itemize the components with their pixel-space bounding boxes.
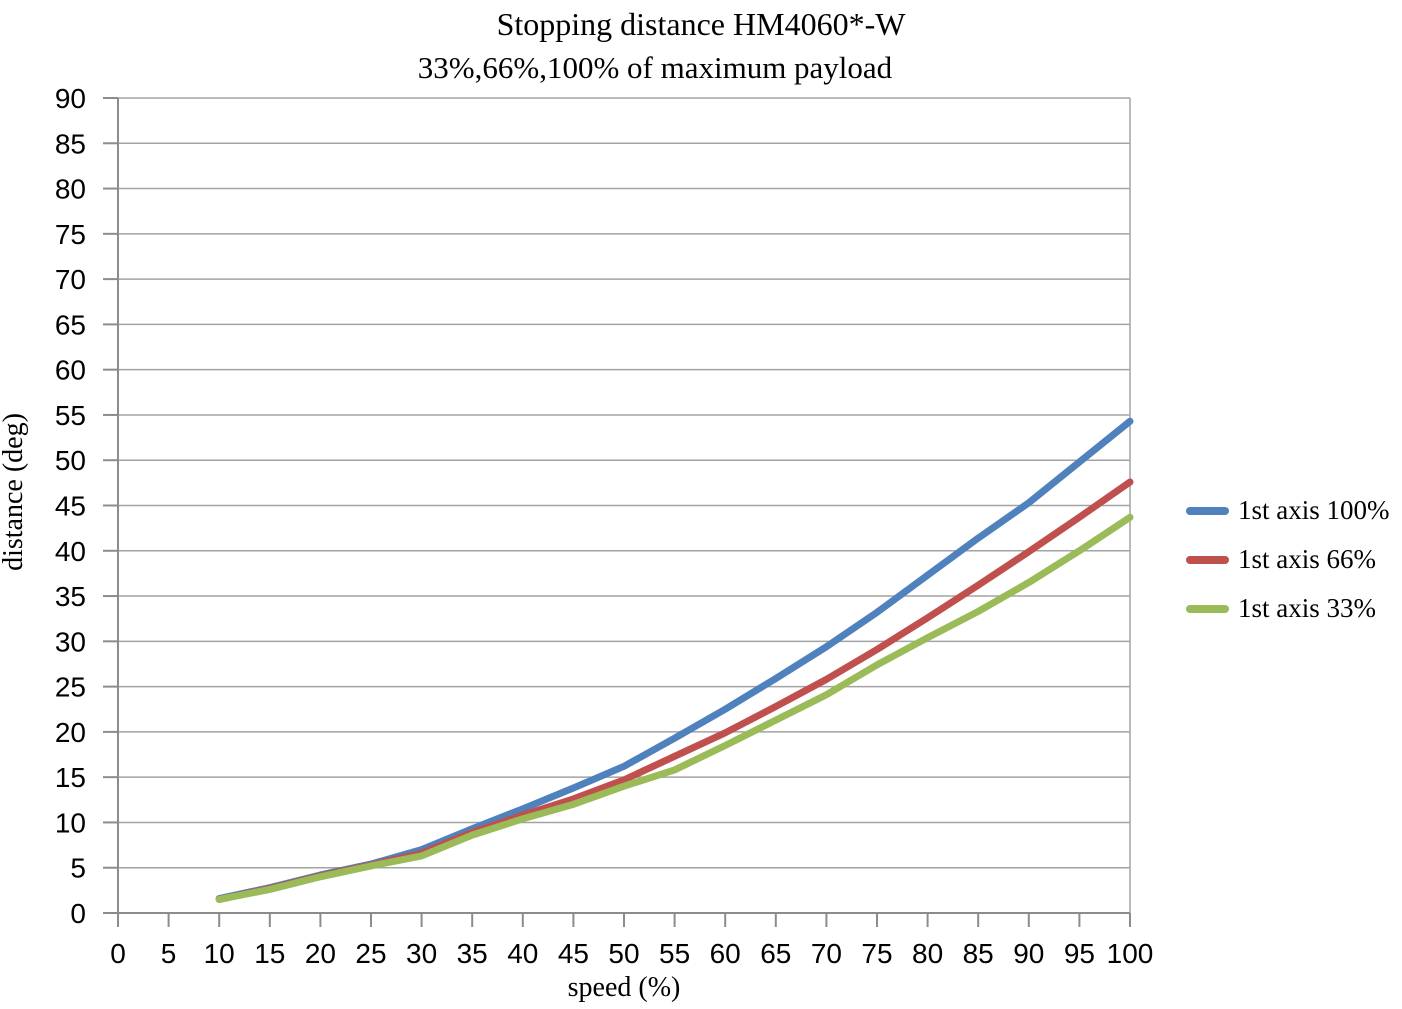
x-tick-label: 50 [608,938,639,969]
x-tick-label: 70 [811,938,842,969]
x-tick-label: 20 [305,938,336,969]
x-tick-label: 75 [861,938,892,969]
x-tick-label: 80 [912,938,943,969]
x-tick-label: 40 [507,938,538,969]
y-tick-label: 55 [55,400,86,431]
legend-item-33: 1st axis 33% [1186,584,1390,633]
x-tick-label: 65 [760,938,791,969]
x-tick-label: 100 [1107,938,1154,969]
y-tick-label: 50 [55,445,86,476]
y-tick-label: 40 [55,536,86,567]
y-tick-label: 0 [70,898,86,929]
y-tick-label: 45 [55,491,86,522]
chart-title: Stopping distance HM4060*-W [496,6,906,42]
y-tick-label: 35 [55,581,86,612]
y-tick-label: 20 [55,717,86,748]
x-tick-label: 45 [558,938,589,969]
series-line-2 [215,513,1134,903]
y-tick-label: 75 [55,219,86,250]
x-tick-label: 55 [659,938,690,969]
y-tick-label: 10 [55,807,86,838]
legend-item-100: 1st axis 100% [1186,486,1390,535]
series-66-line-swatch [1186,555,1229,564]
x-tick-label: 90 [1013,938,1044,969]
x-axis-title: speed (%) [567,972,681,1003]
series-line-1 [215,478,1134,903]
x-tick-label: 25 [355,938,386,969]
legend-item-66: 1st axis 66% [1186,535,1390,584]
series-33-line-swatch [1186,604,1229,613]
chart-subtitle: 33%,66%,100% of maximum payload [417,50,893,85]
x-tick-label: 60 [710,938,741,969]
legend: 1st axis 100% 1st axis 66% 1st axis 33% [1186,486,1390,633]
y-tick-label: 70 [55,264,86,295]
y-tick-label: 60 [55,355,86,386]
y-tick-label: 5 [70,853,86,884]
legend-label-66: 1st axis 66% [1238,544,1376,574]
legend-label-100: 1st axis 100% [1238,495,1390,525]
y-tick-label: 65 [55,309,86,340]
y-tick-label: 30 [55,626,86,657]
x-tick-label: 30 [406,938,437,969]
x-tick-label: 15 [254,938,285,969]
y-tick-label: 90 [55,83,86,114]
x-tick-label: 10 [204,938,235,969]
x-tick-label: 5 [161,938,177,969]
y-tick-label: 85 [55,128,86,159]
y-tick-label: 80 [55,174,86,205]
x-tick-label: 35 [457,938,488,969]
x-tick-label: 95 [1064,938,1095,969]
series-100-line-swatch [1186,506,1229,515]
x-tick-label: 85 [963,938,994,969]
legend-label-33: 1st axis 33% [1238,593,1376,623]
y-tick-label: 15 [55,762,86,793]
x-tick-label: 0 [110,938,126,969]
series-line-0 [215,417,1134,903]
y-tick-label: 25 [55,672,86,703]
